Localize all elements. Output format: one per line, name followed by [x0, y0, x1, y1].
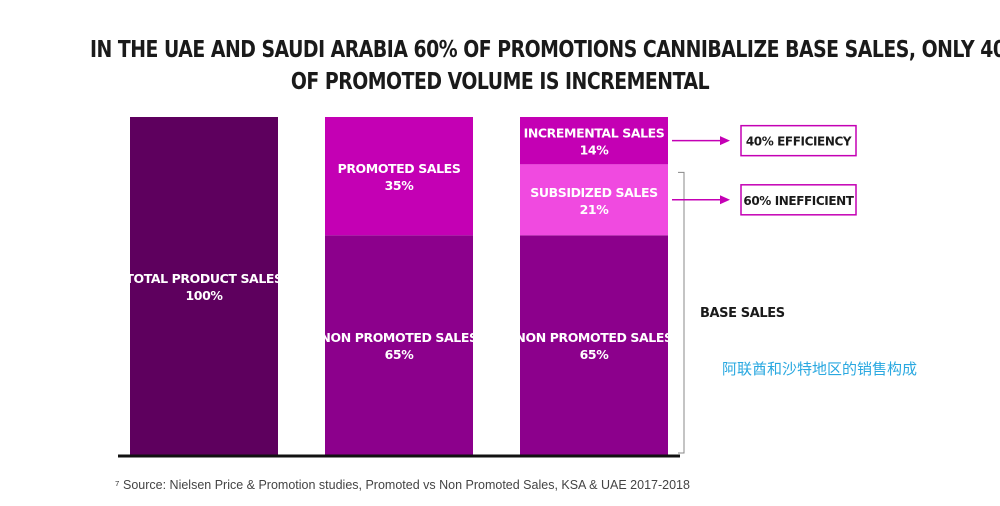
bar-col3-subsidized-sales [520, 164, 668, 236]
source-footnote: ⁷ Source: Nielsen Price & Promotion stud… [115, 478, 690, 492]
bar-col2-non-promoted-sales-value: 65% [385, 347, 415, 362]
base-sales-bracket [678, 171, 685, 454]
bar-col2-promoted-sales-label: PROMOTED SALES [338, 161, 461, 176]
callout-60-inefficient-text: 60% INEFFICIENT [743, 194, 854, 208]
bar-col3-non-promoted-sales [520, 235, 668, 455]
callout-40-efficiency-box [740, 124, 857, 157]
bar-col1-total-product-sales-value: 100% [185, 288, 223, 303]
bar-col3-subsidized-sales-label: SUBSIDIZED SALES [530, 185, 658, 200]
bar-col2-non-promoted-sales [325, 235, 473, 455]
bar-col2-non-promoted-sales-label: NON PROMOTED SALES [320, 330, 478, 345]
chart-title-line-2: OF PROMOTED VOLUME IS INCREMENTAL [290, 69, 710, 95]
bar-col2-promoted-sales [325, 117, 473, 236]
callout-40-efficiency-text: 40% EFFICIENCY [746, 135, 852, 149]
callout-60-inefficient-arrow-head [720, 195, 730, 205]
bar-col3-non-promoted-sales-value: 65% [580, 347, 610, 362]
bar-col3-subsidized-sales-value: 21% [580, 202, 610, 217]
chart-title: IN THE UAE AND SAUDI ARABIA 60% OF PROMO… [90, 34, 1000, 98]
annotation-note: 阿联酋和沙特地区的销售构成 [722, 360, 918, 378]
bar-col2-promoted-sales-value: 35% [385, 178, 415, 193]
bar-col3-incremental-sales-label: INCREMENTAL SALES [524, 126, 665, 141]
callout-40-efficiency-arrow-head [720, 136, 730, 146]
callout-60-inefficient-box [740, 184, 857, 216]
bar-col1-total-product-sales [130, 117, 278, 455]
base-sales-label: BASE SALES [700, 306, 785, 321]
bar-col1-total-product-sales-label: TOTAL PRODUCT SALES [125, 271, 283, 286]
chart-title-line-1: IN THE UAE AND SAUDI ARABIA 60% OF PROMO… [90, 37, 1000, 63]
bar-col3-incremental-sales-value: 14% [580, 143, 610, 158]
bar-col3-non-promoted-sales-label: NON PROMOTED SALES [515, 330, 673, 345]
bar-col3-incremental-sales [520, 117, 668, 165]
